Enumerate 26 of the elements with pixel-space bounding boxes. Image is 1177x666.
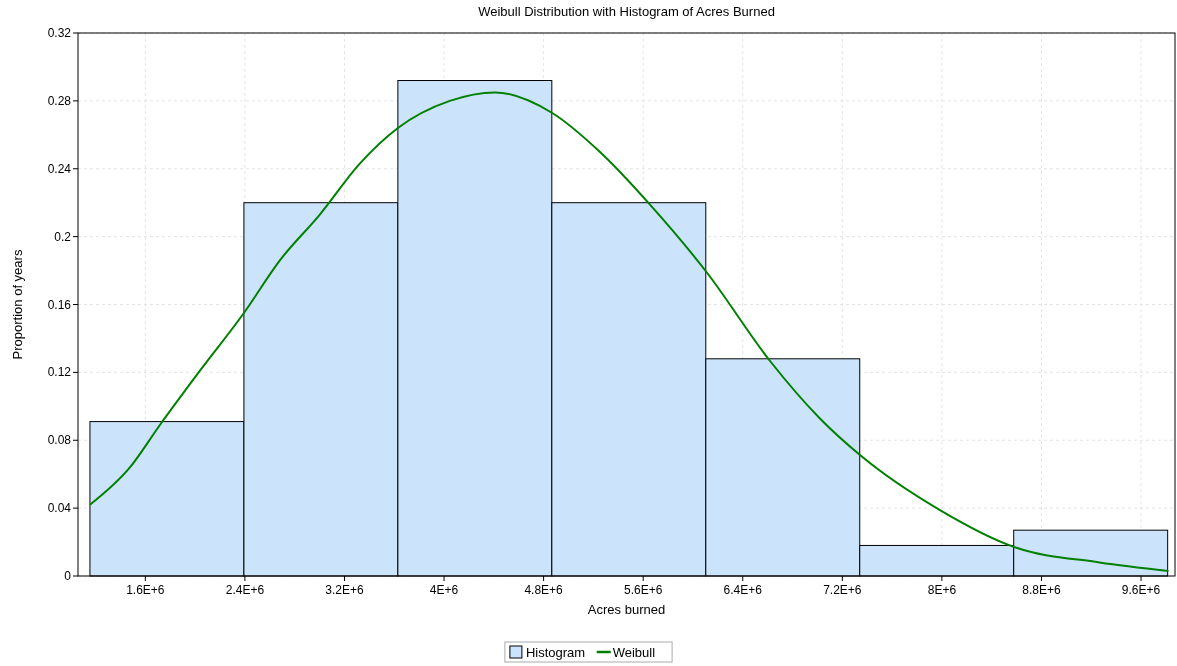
x-tick-label: 1.6E+6	[126, 583, 165, 597]
legend-label: Weibull	[612, 645, 656, 660]
x-tick-label: 4E+6	[429, 583, 459, 597]
y-tick-label: 0.12	[47, 365, 72, 380]
x-axis-title: Acres burned	[587, 602, 666, 617]
y-axis-title: Proportion of years	[10, 249, 25, 360]
x-tick-label: 5.6E+6	[623, 583, 663, 597]
x-tick-label: 3.2E+6	[325, 583, 364, 597]
y-tick-label: 0.28	[47, 93, 72, 108]
x-tick-label: 6.4E+6	[723, 583, 763, 597]
x-tick-label: 8E+6	[927, 583, 957, 597]
y-tick-label: 0.04	[47, 501, 72, 516]
x-tick-label: 8.8E+6	[1022, 583, 1061, 597]
chart-title: Weibull Distribution with Histogram of Acres Burned	[478, 4, 775, 19]
legend-label: Histogram	[525, 645, 586, 660]
x-tick-label: 4.8E+6	[524, 583, 564, 597]
y-tick-label: 0.24	[47, 161, 72, 176]
line-series	[88, 91, 1170, 572]
y-tick-label: 0	[64, 569, 72, 583]
x-tick-label: 9.6E+6	[1121, 583, 1161, 597]
y-tick-label: 0.16	[47, 297, 72, 312]
x-tick-label: 2.4E+6	[225, 583, 265, 597]
y-tick-label: 0.08	[47, 433, 72, 448]
y-tick-label: 0.32	[47, 26, 72, 40]
y-tick-label: 0.2	[54, 229, 72, 244]
x-tick-label: 7.2E+6	[823, 583, 862, 597]
